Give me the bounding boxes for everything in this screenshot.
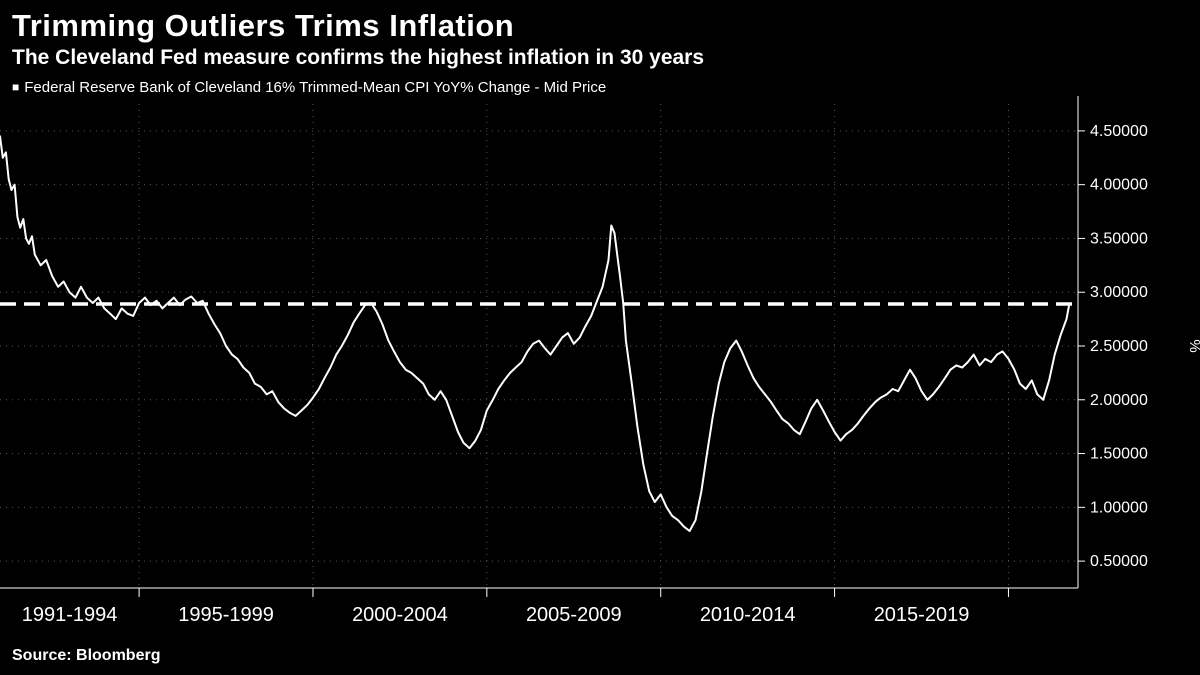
- y-tick-label: 2.50000: [1090, 338, 1148, 355]
- y-tick-label: 0.50000: [1090, 553, 1148, 570]
- chart-header: Trimming Outliers Trims Inflation The Cl…: [0, 0, 1200, 96]
- y-tick-label: 3.50000: [1090, 230, 1148, 247]
- source-attribution: Source: Bloomberg: [12, 647, 161, 664]
- x-axis-label: 2000-2004: [352, 604, 448, 624]
- y-tick-label: 1.00000: [1090, 499, 1148, 516]
- legend-swatch-icon: ■: [12, 80, 20, 95]
- y-tick-label: 4.50000: [1090, 123, 1148, 140]
- y-axis-unit-label: %: [1186, 339, 1200, 352]
- x-axis-label: 2015-2019: [874, 604, 970, 624]
- line-chart-svg: 0.50000 1.00000 1.50000 2.00000 2.50000 3.000…: [0, 95, 1200, 626]
- y-tick-label: 3.00000: [1090, 284, 1148, 301]
- x-axis-label: 1991-1994: [22, 604, 118, 624]
- series-line: [0, 134, 1071, 532]
- chart-title: Trimming Outliers Trims Inflation: [12, 8, 515, 43]
- y-tick-label: 1.50000: [1090, 445, 1148, 462]
- chart-area: 0.50000 1.00000 1.50000 2.00000 2.50000 3.000…: [0, 95, 1200, 645]
- chart-subtitle: The Cleveland Fed measure confirms the h…: [12, 45, 705, 69]
- x-axis-label: 2005-2009: [526, 604, 622, 624]
- y-tick-label: 2.00000: [1090, 391, 1148, 408]
- x-axis-label: 2010-2014: [700, 604, 796, 624]
- y-tick-label: 4.00000: [1090, 176, 1148, 193]
- legend: ■ Federal Reserve Bank of Cleveland 16% …: [12, 79, 1186, 96]
- x-axis-label: 1995-1999: [178, 604, 274, 624]
- legend-label: Federal Reserve Bank of Cleveland 16% Tr…: [24, 78, 607, 96]
